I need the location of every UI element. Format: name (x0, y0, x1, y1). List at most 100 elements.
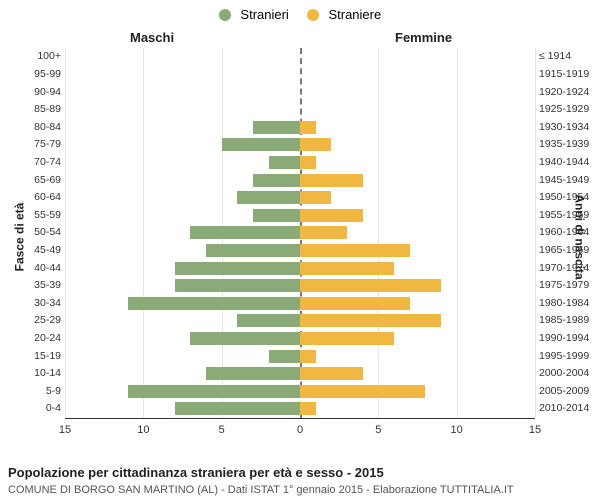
y-left-label: 85-89 (3, 104, 61, 115)
x-axis-line (65, 418, 535, 419)
x-tick-label: 15 (53, 424, 77, 436)
female-column-title: Femmine (395, 30, 452, 45)
grid-line (143, 48, 144, 418)
y-left-label: 35-39 (3, 280, 61, 291)
y-left-label: 15-19 (3, 351, 61, 362)
bar-male (269, 156, 300, 169)
y-left-label: 75-79 (3, 139, 61, 150)
bar-female (300, 138, 331, 151)
bar-male (175, 279, 300, 292)
bar-male (175, 262, 300, 275)
y-left-label: 45-49 (3, 245, 61, 256)
bar-female (300, 191, 331, 204)
bar-male (253, 174, 300, 187)
bar-female (300, 332, 394, 345)
bar-female (300, 367, 363, 380)
bar-female (300, 297, 410, 310)
bar-female (300, 385, 425, 398)
bar-male (253, 121, 300, 134)
y-left-label: 95-99 (3, 69, 61, 80)
y-right-label: 2010-2014 (539, 403, 600, 414)
y-right-label: 1915-1919 (539, 69, 600, 80)
y-left-label: 40-44 (3, 263, 61, 274)
bar-female (300, 244, 410, 257)
bar-male (206, 367, 300, 380)
bar-male (269, 350, 300, 363)
bar-male (128, 385, 300, 398)
y-left-label: 100+ (3, 51, 61, 62)
bar-female (300, 121, 316, 134)
grid-line (378, 48, 379, 418)
legend-label-male: Stranieri (240, 7, 288, 22)
grid-line (535, 48, 536, 418)
y-right-label: 2005-2009 (539, 386, 600, 397)
bar-female (300, 402, 316, 415)
bar-male (206, 244, 300, 257)
y-left-label: 60-64 (3, 192, 61, 203)
chart-subtitle: COMUNE DI BORGO SAN MARTINO (AL) - Dati … (8, 484, 514, 496)
y-left-label: 65-69 (3, 175, 61, 186)
bar-female (300, 350, 316, 363)
y-right-label: 1975-1979 (539, 280, 600, 291)
bar-male (222, 138, 300, 151)
y-right-label: 1930-1934 (539, 122, 600, 133)
y-right-label: 1940-1944 (539, 157, 600, 168)
y-left-label: 0-4 (3, 403, 61, 414)
legend: Stranieri Straniere (0, 0, 600, 28)
x-tick-label: 5 (366, 424, 390, 436)
x-tick-label: 15 (523, 424, 547, 436)
y-left-label: 25-29 (3, 315, 61, 326)
y-right-label: 1995-1999 (539, 351, 600, 362)
x-tick-label: 10 (445, 424, 469, 436)
y-right-label: 1985-1989 (539, 315, 600, 326)
bar-female (300, 156, 316, 169)
y-right-label: 1955-1959 (539, 210, 600, 221)
legend-swatch-female (307, 9, 319, 21)
legend-swatch-male (219, 9, 231, 21)
y-left-label: 30-34 (3, 298, 61, 309)
bar-male (128, 297, 300, 310)
y-left-label: 90-94 (3, 87, 61, 98)
grid-line (457, 48, 458, 418)
legend-item-male: Stranieri (219, 6, 289, 22)
y-right-label: 1990-1994 (539, 333, 600, 344)
bar-male (237, 191, 300, 204)
y-right-label: 1945-1949 (539, 175, 600, 186)
bar-male (253, 209, 300, 222)
grid-line (65, 48, 66, 418)
population-pyramid-chart: Stranieri Straniere Maschi Femmine Fasce… (0, 0, 600, 500)
x-tick-label: 5 (210, 424, 234, 436)
bar-male (175, 402, 300, 415)
y-right-label: 1925-1929 (539, 104, 600, 115)
y-right-label: 1980-1984 (539, 298, 600, 309)
bar-male (190, 226, 300, 239)
bar-female (300, 279, 441, 292)
y-right-label: 1950-1954 (539, 192, 600, 203)
y-right-label: 1960-1964 (539, 227, 600, 238)
x-tick-label: 10 (131, 424, 155, 436)
legend-label-female: Straniere (328, 7, 381, 22)
y-left-label: 5-9 (3, 386, 61, 397)
legend-item-female: Straniere (307, 6, 381, 22)
bar-female (300, 209, 363, 222)
y-right-label: 1935-1939 (539, 139, 600, 150)
y-left-label: 80-84 (3, 122, 61, 133)
y-left-label: 20-24 (3, 333, 61, 344)
y-left-label: 10-14 (3, 368, 61, 379)
bar-female (300, 314, 441, 327)
bar-female (300, 262, 394, 275)
bar-male (237, 314, 300, 327)
y-right-label: 2000-2004 (539, 368, 600, 379)
y-left-label: 70-74 (3, 157, 61, 168)
bar-female (300, 226, 347, 239)
y-left-label: 55-59 (3, 210, 61, 221)
male-column-title: Maschi (130, 30, 174, 45)
y-right-label: 1970-1974 (539, 263, 600, 274)
bar-female (300, 174, 363, 187)
chart-title: Popolazione per cittadinanza straniera p… (8, 465, 384, 480)
bar-male (190, 332, 300, 345)
y-left-label: 50-54 (3, 227, 61, 238)
x-tick-label: 0 (288, 424, 312, 436)
y-right-label: ≤ 1914 (539, 51, 600, 62)
y-right-label: 1920-1924 (539, 87, 600, 98)
